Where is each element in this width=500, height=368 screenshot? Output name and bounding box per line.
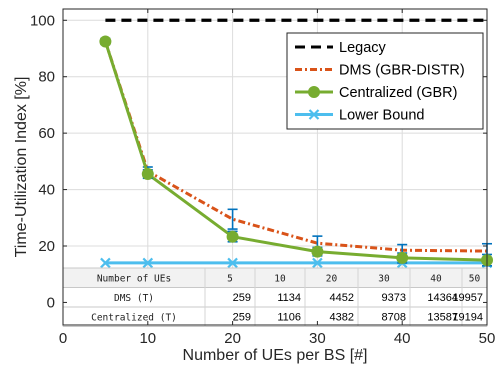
y-tick-label: 80 [38,69,55,86]
table-cell: 4452 [330,292,354,304]
data-point [99,35,112,48]
table-cell: 14364 [427,292,458,304]
legend-label: Lower Bound [339,108,424,124]
legend-entry: Legacy [295,40,387,56]
table-column-header: 5 [227,274,233,285]
series-line [103,40,488,262]
y-tick-label: 0 [47,294,55,311]
table-cell: 9373 [382,292,406,304]
y-axis-title: Time-Utilization Index [%] [13,77,30,258]
table-header-label: Number of UEs [97,274,171,285]
table-header-background [63,268,487,288]
table-column-header: 30 [378,274,390,285]
table-cell: 19194 [452,312,483,324]
table-cell: 259 [233,312,251,324]
x-tick-label: 50 [479,330,496,347]
table-cell: 19957 [452,292,483,304]
plot-frame [62,8,488,326]
data-table: Number of UEs 5 10 20 30 40 50 DMS (T) 259 1134 44… [62,267,488,327]
data-point [308,86,320,98]
series-centralized-gbr [99,35,493,267]
legend-entry: Centralized (GBR) [295,85,457,101]
table-row-label: Centralized (T) [91,313,177,324]
table-cell: 1106 [277,312,301,324]
table-cell: 1134 [277,292,301,304]
table-column-header: 40 [430,274,442,285]
table-column-header: 10 [274,274,286,285]
data-point [312,257,323,269]
x-tick-label: 40 [394,330,411,347]
x-axis-title: Number of UEs per BS [#] [183,347,368,364]
table-cell: 4382 [330,312,354,324]
y-tick-label: 60 [38,125,55,142]
legend: Legacy DMS (GBR-DISTR) Centralized (GBR) Lo… [286,32,484,130]
table-column-header: 20 [326,274,338,285]
table-column-header: 50 [469,274,481,285]
legend-entry: DMS (GBR-DISTR) [295,63,465,79]
data-point [308,109,320,120]
table-cell: 13587 [427,312,458,324]
table-cell: 259 [233,292,251,304]
legend-label: Legacy [339,40,387,56]
data-point [227,257,238,269]
legend-label: Centralized (GBR) [339,85,457,101]
y-tick-label: 100 [30,12,55,29]
data-point [141,168,154,181]
series-line [103,40,488,253]
legend-entry: Lower Bound [295,108,424,124]
data-point [226,230,239,243]
x-tick-label: 0 [59,330,67,347]
y-tick-label: 20 [38,238,55,255]
data-point [396,251,409,264]
legend-label: DMS (GBR-DISTR) [339,63,465,79]
data-point [311,245,324,258]
x-tick-label: 30 [309,330,326,347]
axis-ticks: 0 10 20 30 40 50 0 20 40 60 80 100 [30,9,495,347]
series-layer [99,18,493,269]
table-cell: 8708 [382,312,406,324]
x-tick-label: 20 [224,330,241,347]
x-tick-label: 10 [139,330,156,347]
table-row-label: DMS (T) [114,293,154,304]
y-tick-label: 40 [38,182,55,199]
data-point [100,257,111,269]
data-point [142,257,154,269]
